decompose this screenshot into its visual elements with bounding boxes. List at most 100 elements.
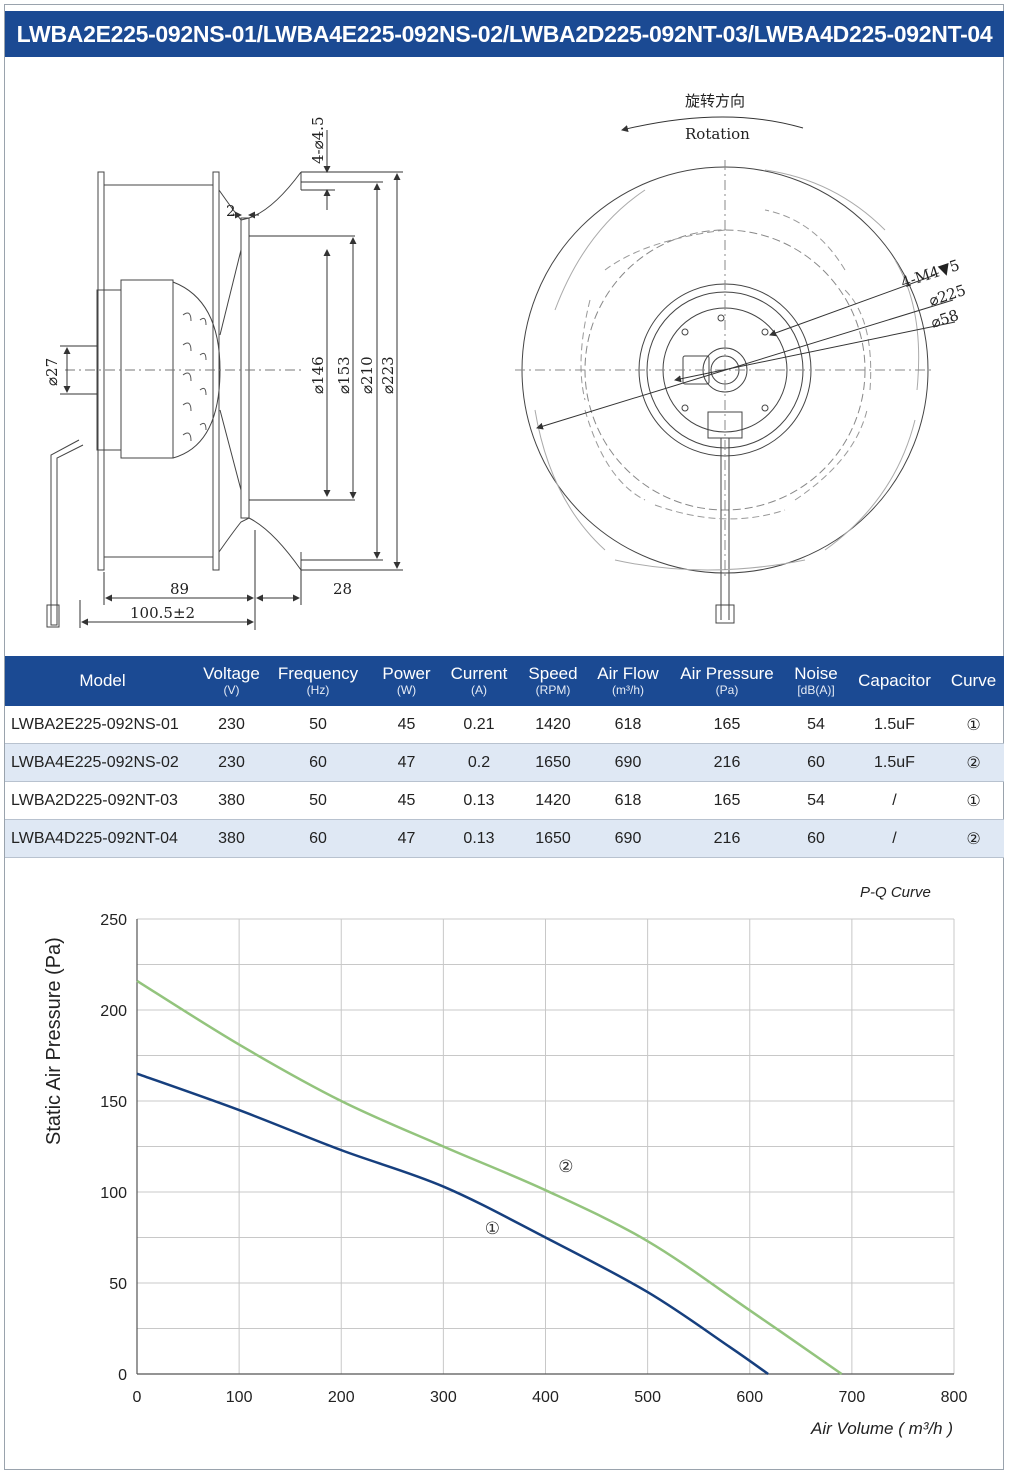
series-line-1 <box>136 1072 769 1376</box>
cell-capacitor: / <box>846 819 943 858</box>
x-tick-label: 800 <box>941 1389 968 1406</box>
page-title: LWBA2E225-092NS-01/LWBA4E225-092NS-02/LW… <box>5 11 1004 57</box>
x-tick-label: 700 <box>839 1389 866 1406</box>
x-tick-label: 200 <box>328 1389 355 1406</box>
dimension-drawing: 旋转方向 Rotation 4-⌀4.5 2 ⌀146 ⌀153 ⌀210 ⌀2… <box>43 92 968 630</box>
x-axis-label: Air Volume ( m³/h ) <box>810 1419 953 1438</box>
cell-air-pressure: 165 <box>668 781 786 820</box>
cell-noise: 60 <box>786 819 846 858</box>
cell-frequency: 50 <box>263 706 373 744</box>
table-row: LWBA2D225-092NT-03 380 50 45 0.13 1420 6… <box>5 781 1004 820</box>
spec-table: Model Voltage (V) Frequency (Hz) Power (W) … <box>5 656 1004 858</box>
cell-power: 47 <box>373 819 440 858</box>
chart-grid <box>136 918 955 1375</box>
chart-series: ①② <box>136 979 843 1376</box>
cell-speed: 1650 <box>518 819 588 858</box>
cell-air-pressure: 165 <box>668 706 786 744</box>
dim-d146: ⌀146 <box>309 356 327 394</box>
cell-speed: 1420 <box>518 706 588 744</box>
header-curve: Curve <box>943 656 1004 706</box>
x-tick-label: 0 <box>133 1389 142 1406</box>
cell-air-flow: 690 <box>588 743 668 782</box>
cell-frequency: 60 <box>263 743 373 782</box>
y-tick-label: 150 <box>100 1094 127 1111</box>
series-label-1: ① <box>485 1219 500 1239</box>
cell-air-flow: 618 <box>588 706 668 744</box>
cell-model: LWBA4E225-092NS-02 <box>5 743 200 782</box>
header-frequency: Frequency (Hz) <box>263 656 373 706</box>
cell-curve: ① <box>943 706 1004 744</box>
dim-d153: ⌀153 <box>335 356 353 394</box>
cell-voltage: 230 <box>200 743 263 782</box>
cell-air-flow: 690 <box>588 819 668 858</box>
cell-curve: ② <box>943 819 1004 858</box>
cell-current: 0.13 <box>440 819 518 858</box>
cell-noise: 60 <box>786 743 846 782</box>
cell-noise: 54 <box>786 706 846 744</box>
series-label-2: ② <box>558 1157 573 1177</box>
header-power: Power (W) <box>373 656 440 706</box>
header-noise: Noise [dB(A)] <box>786 656 846 706</box>
chart-ticks: 0 100 200 300 400 500 600 700 800 0 50 100 150 200 250 <box>100 912 967 1406</box>
cell-curve: ② <box>943 743 1004 782</box>
dim-d210: ⌀210 <box>358 356 376 394</box>
cell-air-pressure: 216 <box>668 819 786 858</box>
cell-current: 0.21 <box>440 706 518 744</box>
cell-capacitor: / <box>846 781 943 820</box>
dim-len28: 28 <box>333 580 352 598</box>
rotation-cn-label: 旋转方向 <box>685 92 745 110</box>
cell-power: 45 <box>373 781 440 820</box>
front-view <box>515 160 935 624</box>
y-tick-label: 250 <box>100 912 127 929</box>
cell-air-pressure: 216 <box>668 743 786 782</box>
x-tick-label: 600 <box>736 1389 763 1406</box>
header-voltage: Voltage (V) <box>200 656 263 706</box>
rotation-en-label: Rotation <box>685 125 750 143</box>
side-view <box>46 171 305 628</box>
x-tick-label: 300 <box>430 1389 457 1406</box>
dim-gap: 2 <box>226 202 236 220</box>
table-row: LWBA4D225-092NT-04 380 60 47 0.13 1650 6… <box>5 819 1004 858</box>
cell-voltage: 380 <box>200 781 263 820</box>
dim-d27: ⌀27 <box>43 358 61 386</box>
y-axis-label: Static Air Pressure (Pa) <box>43 937 65 1145</box>
dim-d58: ⌀58 <box>929 306 961 332</box>
cell-power: 47 <box>373 743 440 782</box>
dim-d223: ⌀223 <box>379 356 397 394</box>
x-tick-label: 500 <box>634 1389 661 1406</box>
cell-capacitor: 1.5uF <box>846 706 943 744</box>
y-tick-label: 50 <box>109 1276 127 1293</box>
cell-model: LWBA2E225-092NS-01 <box>5 706 200 744</box>
header-current: Current (A) <box>440 656 518 706</box>
header-model: Model <box>5 656 200 706</box>
cell-frequency: 50 <box>263 781 373 820</box>
table-row: LWBA4E225-092NS-02 230 60 47 0.2 1650 69… <box>5 743 1004 782</box>
table-row: LWBA2E225-092NS-01 230 50 45 0.21 1420 6… <box>5 706 1004 744</box>
cell-frequency: 60 <box>263 819 373 858</box>
cell-capacitor: 1.5uF <box>846 743 943 782</box>
table-header-row: Model Voltage (V) Frequency (Hz) Power (W) … <box>5 656 1004 706</box>
cell-speed: 1650 <box>518 743 588 782</box>
cell-model: LWBA4D225-092NT-04 <box>5 819 200 858</box>
series-line-2 <box>136 979 843 1376</box>
chart-title: P-Q Curve <box>860 884 931 901</box>
cell-voltage: 380 <box>200 819 263 858</box>
cell-voltage: 230 <box>200 706 263 744</box>
y-tick-label: 100 <box>100 1185 127 1202</box>
cell-noise: 54 <box>786 781 846 820</box>
cell-speed: 1420 <box>518 781 588 820</box>
header-air-flow: Air Flow (m³/h) <box>588 656 668 706</box>
y-tick-label: 200 <box>100 1003 127 1020</box>
y-tick-label: 0 <box>118 1367 127 1384</box>
x-tick-label: 100 <box>226 1389 253 1406</box>
header-capacitor: Capacitor <box>846 656 943 706</box>
cell-curve: ① <box>943 781 1004 820</box>
header-speed: Speed (RPM) <box>518 656 588 706</box>
pq-curve-chart: ①② 0 100 200 300 400 500 600 700 800050100150200… <box>43 884 967 1438</box>
dim-len89: 89 <box>170 580 189 598</box>
cell-power: 45 <box>373 706 440 744</box>
cell-current: 0.2 <box>440 743 518 782</box>
dim-d225: ⌀225 <box>927 281 968 310</box>
dim-holes: 4-⌀4.5 <box>309 117 327 165</box>
cell-air-flow: 618 <box>588 781 668 820</box>
